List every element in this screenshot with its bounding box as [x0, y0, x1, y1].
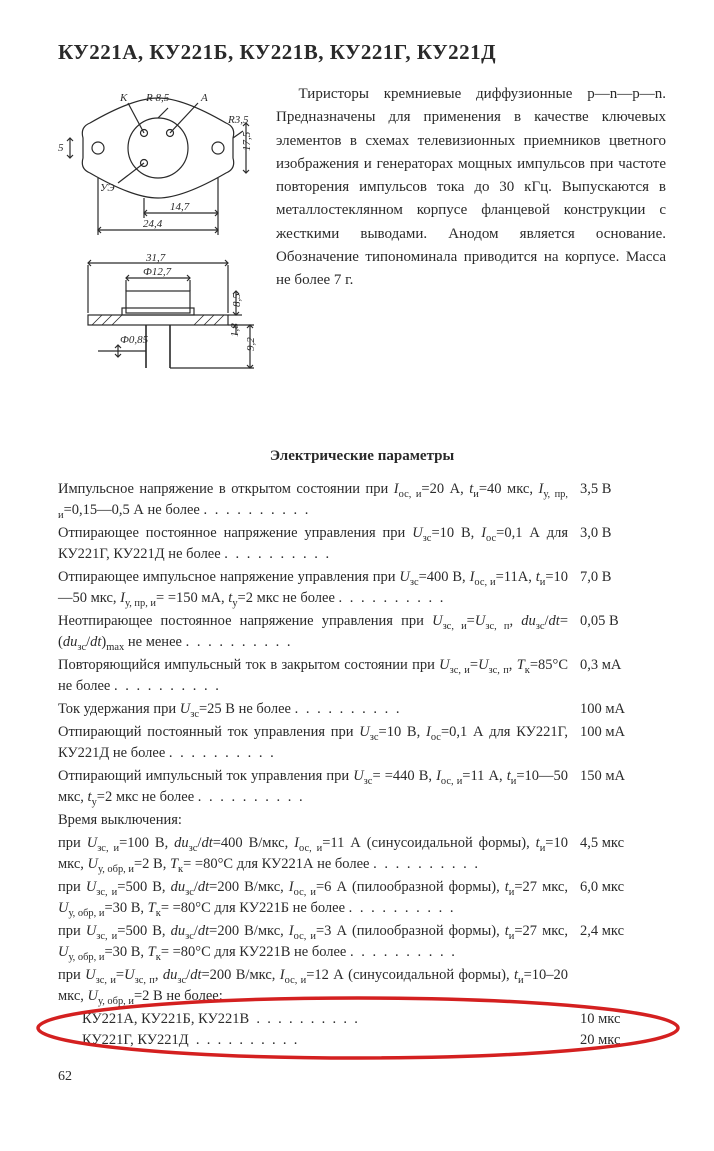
param-value: 7,0 В: [568, 567, 666, 609]
param-text: Отпирающее постоянное напряжение управле…: [58, 523, 568, 565]
timeoff-text: при Uзс, и=100 В, duзс/dt=400 В/мкс, Iос…: [58, 833, 568, 875]
param-text: Ток удержания при Uзс=25 В не более: [58, 699, 568, 720]
param-text: Импульсное напряжение в открытом состоян…: [58, 479, 568, 521]
param-value: 3,5 В: [568, 479, 666, 521]
circled-value: 10 мкс: [568, 1009, 666, 1030]
param-text: Неотпирающее постоянное напряжение управ…: [58, 611, 568, 653]
timeoff-text: при Uзс, и=Uзс, п, duзс/dt=200 В/мкс, Iо…: [58, 965, 568, 1007]
intro-paragraph: Тиристоры кремниевые диффузионные p—n—p—…: [276, 83, 666, 418]
param-text: Отпирающее импульсное напряжение управле…: [58, 567, 568, 609]
timeoff-value: 2,4 мкс: [568, 921, 666, 963]
dim-h175: 17,5: [241, 131, 253, 151]
timeoff-text: при Uзс, и=500 В, duзс/dt=200 В/мкс, Iос…: [58, 877, 568, 919]
dim-d127: Ф12,7: [143, 266, 172, 278]
page-title: КУ221А, КУ221Б, КУ221В, КУ221Г, КУ221Д: [58, 40, 666, 65]
section-heading: Электрические параметры: [58, 448, 666, 465]
dim-w244: 24,4: [143, 218, 163, 230]
package-diagram: К А УЭ R 8,5 R3,5 5 17,5 14,7 24,4: [58, 83, 258, 418]
circled-text: КУ221Г, КУ221Д . . . . . . . . . .: [82, 1030, 568, 1051]
page-number: 62: [58, 1069, 666, 1085]
timeoff-value: [568, 965, 666, 1007]
param-value: 0,05 В: [568, 611, 666, 653]
dim-w147: 14,7: [170, 201, 190, 213]
timeoff-value: 4,5 мкс: [568, 833, 666, 875]
dim-w317: 31,7: [145, 252, 166, 264]
diagram-label-UE: УЭ: [100, 182, 115, 194]
param-value: 0,3 мА: [568, 655, 666, 697]
dim-h85: 8,5: [231, 293, 243, 307]
dim-d085: Ф0,85: [120, 334, 149, 346]
diagram-label-A: А: [200, 92, 208, 104]
param-text: Отпирающий импульсный ток управления при…: [58, 766, 568, 808]
highlighted-rows: КУ221А, КУ221Б, КУ221В . . . . . . . . .…: [58, 1009, 666, 1051]
diagram-label-K: К: [119, 92, 128, 104]
dim-R35: R3,5: [227, 114, 249, 126]
dim-h5: 5: [58, 142, 64, 154]
dim-h18: 1,8: [229, 323, 241, 337]
dim-h92: 9,2: [245, 337, 257, 351]
timeoff-value: 6,0 мкс: [568, 877, 666, 919]
param-text: Повторяющийся импульсный ток в закрытом …: [58, 655, 568, 697]
param-value: 150 мА: [568, 766, 666, 808]
timeoff-text: при Uзс, и=500 В, duзс/dt=200 В/мкс, Iос…: [58, 921, 568, 963]
circled-text: КУ221А, КУ221Б, КУ221В . . . . . . . . .…: [82, 1009, 568, 1030]
circled-value: 20 мкс: [568, 1030, 666, 1051]
param-value: 100 мА: [568, 722, 666, 764]
param-value: 3,0 В: [568, 523, 666, 565]
param-value: 100 мА: [568, 699, 666, 720]
dim-R85: R 8,5: [145, 92, 170, 104]
param-text: Отпирающий постоянный ток управления при…: [58, 722, 568, 764]
time-off-heading: Время выключения:: [58, 810, 568, 831]
